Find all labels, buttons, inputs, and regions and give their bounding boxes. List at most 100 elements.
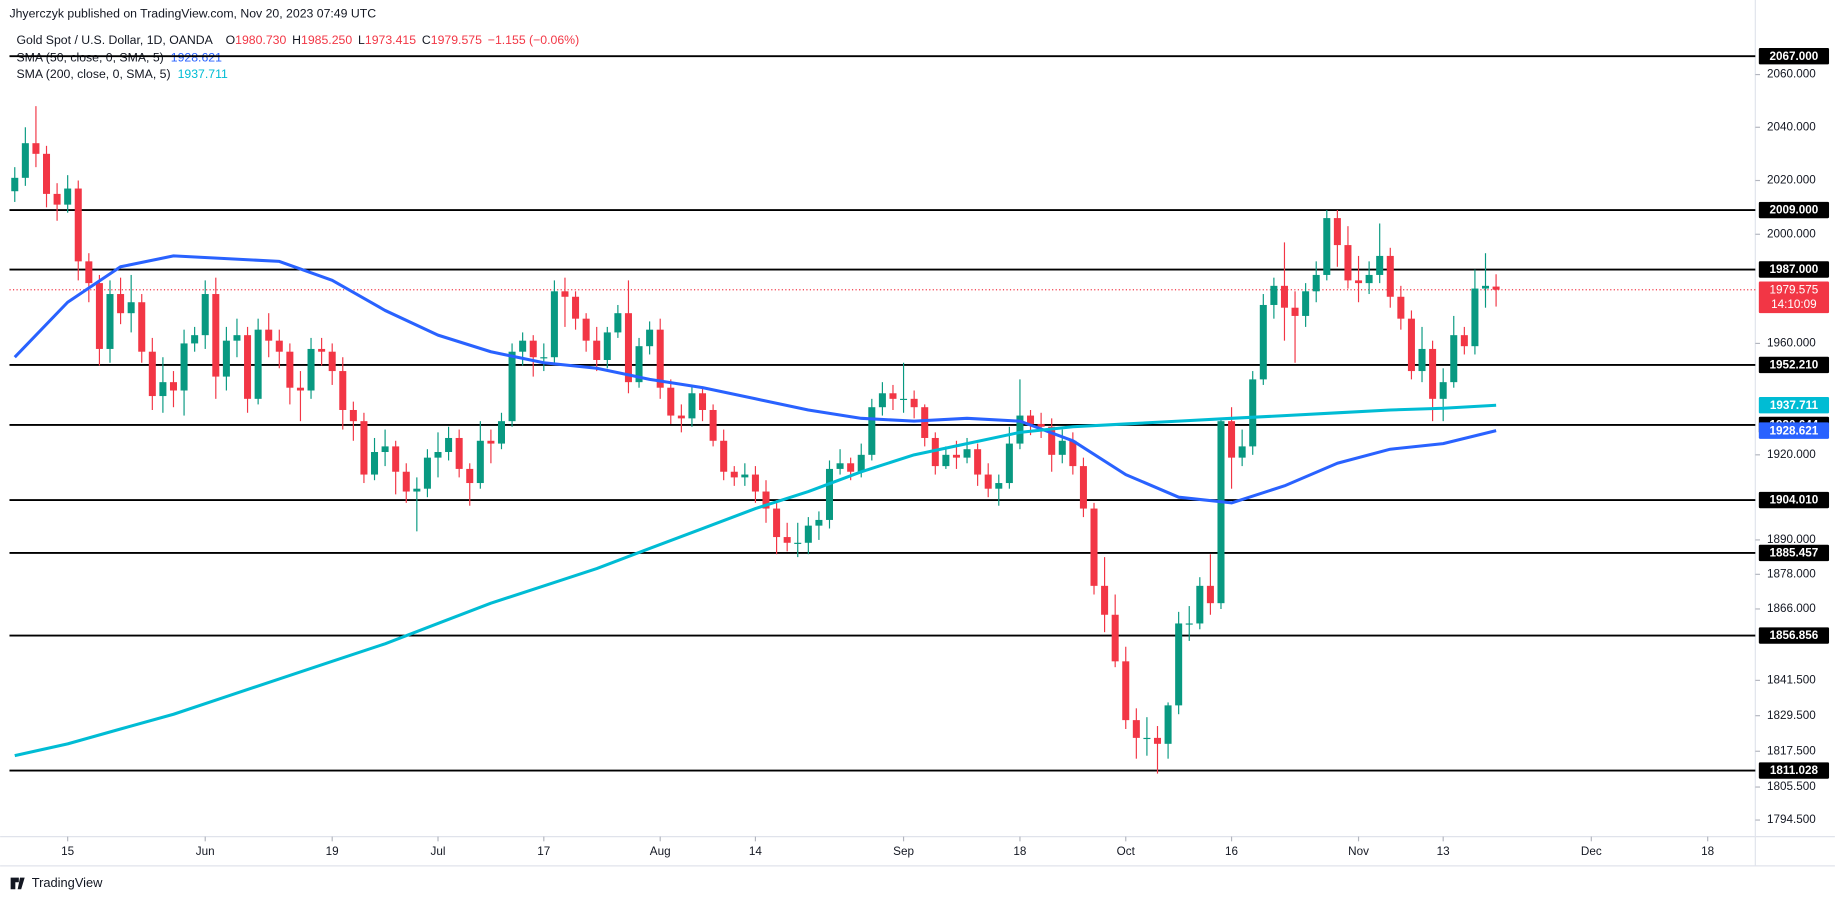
legend-ohlc-key: L — [358, 33, 365, 47]
candle-body — [476, 440, 484, 484]
candle-body — [1355, 280, 1363, 284]
candle-body — [212, 294, 220, 377]
level-box — [1758, 356, 1830, 374]
y-tick-label: 1890.000 — [1767, 533, 1816, 546]
candle-body — [974, 449, 982, 475]
candle-body — [1111, 614, 1119, 662]
y-tick-label: 2060.000 — [1767, 68, 1816, 81]
candle-body — [624, 313, 632, 383]
candle-body — [656, 329, 664, 388]
candle-body — [699, 393, 707, 410]
candle-body — [339, 371, 347, 410]
candle-body — [64, 188, 72, 205]
candle-body — [296, 387, 304, 391]
candle-body — [1249, 379, 1257, 447]
candle-body — [984, 474, 992, 489]
candle-body — [1079, 466, 1087, 509]
candle-body — [508, 351, 516, 422]
candle-body — [201, 294, 209, 336]
candle-body — [751, 474, 759, 492]
x-tick-label: 18 — [1701, 845, 1714, 858]
candle-body — [360, 421, 368, 475]
candle-body — [1418, 348, 1426, 372]
publisher: Jhyerczyk published on TradingView.com, … — [9, 6, 376, 20]
candle-body — [487, 440, 495, 444]
last-price-label: 1979.575 — [1770, 283, 1819, 296]
candle-body — [1090, 508, 1098, 586]
level-label: 1987.000 — [1770, 263, 1819, 276]
candle-body — [1429, 348, 1437, 399]
candle-body — [191, 335, 199, 344]
candle-body — [995, 483, 1003, 489]
x-tick-label: 15 — [61, 845, 75, 858]
y-tick-label: 1960.000 — [1767, 337, 1816, 350]
candle-body — [21, 143, 29, 178]
legend-ohlc-key: O — [226, 33, 236, 47]
candle-body — [1259, 304, 1267, 380]
candle-body — [921, 407, 929, 438]
candle-body — [762, 491, 770, 509]
legend-series-name: SMA (50, close, 0, SMA, 5) — [17, 51, 164, 65]
y-tick-label: 1794.500 — [1767, 813, 1816, 826]
level-box — [1758, 762, 1830, 779]
x-tick-label: Sep — [893, 845, 914, 858]
legend-ohlc-value: 1979.575 — [431, 33, 482, 47]
candle-body — [106, 294, 114, 349]
candle-body — [1101, 585, 1109, 615]
legend-ohlc-key: H — [292, 33, 301, 47]
candle-body — [1376, 255, 1384, 275]
candle-body — [550, 291, 558, 358]
candle-body — [603, 332, 611, 360]
candle-body — [1386, 255, 1394, 297]
candle-body — [561, 291, 569, 297]
candle-body — [95, 283, 103, 349]
candle-body — [1153, 737, 1162, 744]
candle-body — [688, 393, 696, 419]
candle-body — [540, 357, 548, 359]
x-tick-label: Oct — [1117, 845, 1136, 858]
sma-value-label: 1937.711 — [1770, 399, 1819, 412]
candle-body — [11, 177, 19, 192]
candle-body — [1122, 661, 1130, 721]
candle-body — [794, 542, 802, 544]
candle-body — [1481, 285, 1490, 289]
x-tick-label: Dec — [1581, 845, 1602, 858]
sma-value-label: 1928.621 — [1770, 424, 1819, 437]
candle-body — [1460, 335, 1468, 347]
candle-body — [328, 351, 336, 372]
countdown: 14:10:09 — [1771, 298, 1817, 311]
legend-ohlc-value: 1980.730 — [235, 33, 286, 47]
x-tick-label: 17 — [537, 845, 550, 858]
candle-body — [1005, 443, 1013, 484]
x-tick-label: 13 — [1437, 845, 1450, 858]
candle-body — [371, 452, 379, 475]
candle-body — [497, 421, 505, 444]
candle-body — [265, 329, 273, 341]
candle-body — [169, 382, 177, 391]
last-price-box — [1758, 281, 1830, 314]
candle-body — [1175, 623, 1183, 706]
candle-body — [741, 474, 749, 478]
candle-body — [878, 393, 886, 408]
candle-body — [1228, 421, 1236, 458]
y-tick-label: 1817.500 — [1767, 744, 1816, 757]
candle-body — [825, 468, 834, 520]
candle-body — [646, 329, 654, 347]
candle-body — [857, 454, 865, 472]
candle-body — [1206, 585, 1214, 604]
level-label: 1856.856 — [1770, 629, 1819, 642]
candle-body — [963, 449, 971, 458]
candle-body — [815, 519, 823, 526]
candle-body — [413, 488, 421, 492]
candle-body — [445, 437, 453, 453]
candle-body — [138, 302, 146, 352]
legend-series: SMA (50, close, 0, SMA, 5) 1928.621 — [17, 51, 223, 65]
y-tick-label: 1866.000 — [1767, 602, 1816, 615]
candle-body — [1397, 296, 1405, 319]
footer-logo: TradingView — [10, 875, 103, 890]
candle-body — [1471, 288, 1479, 347]
candle-body — [1058, 440, 1066, 455]
level-label: 1885.457 — [1770, 547, 1819, 560]
y-tick-label: 2020.000 — [1767, 174, 1816, 187]
